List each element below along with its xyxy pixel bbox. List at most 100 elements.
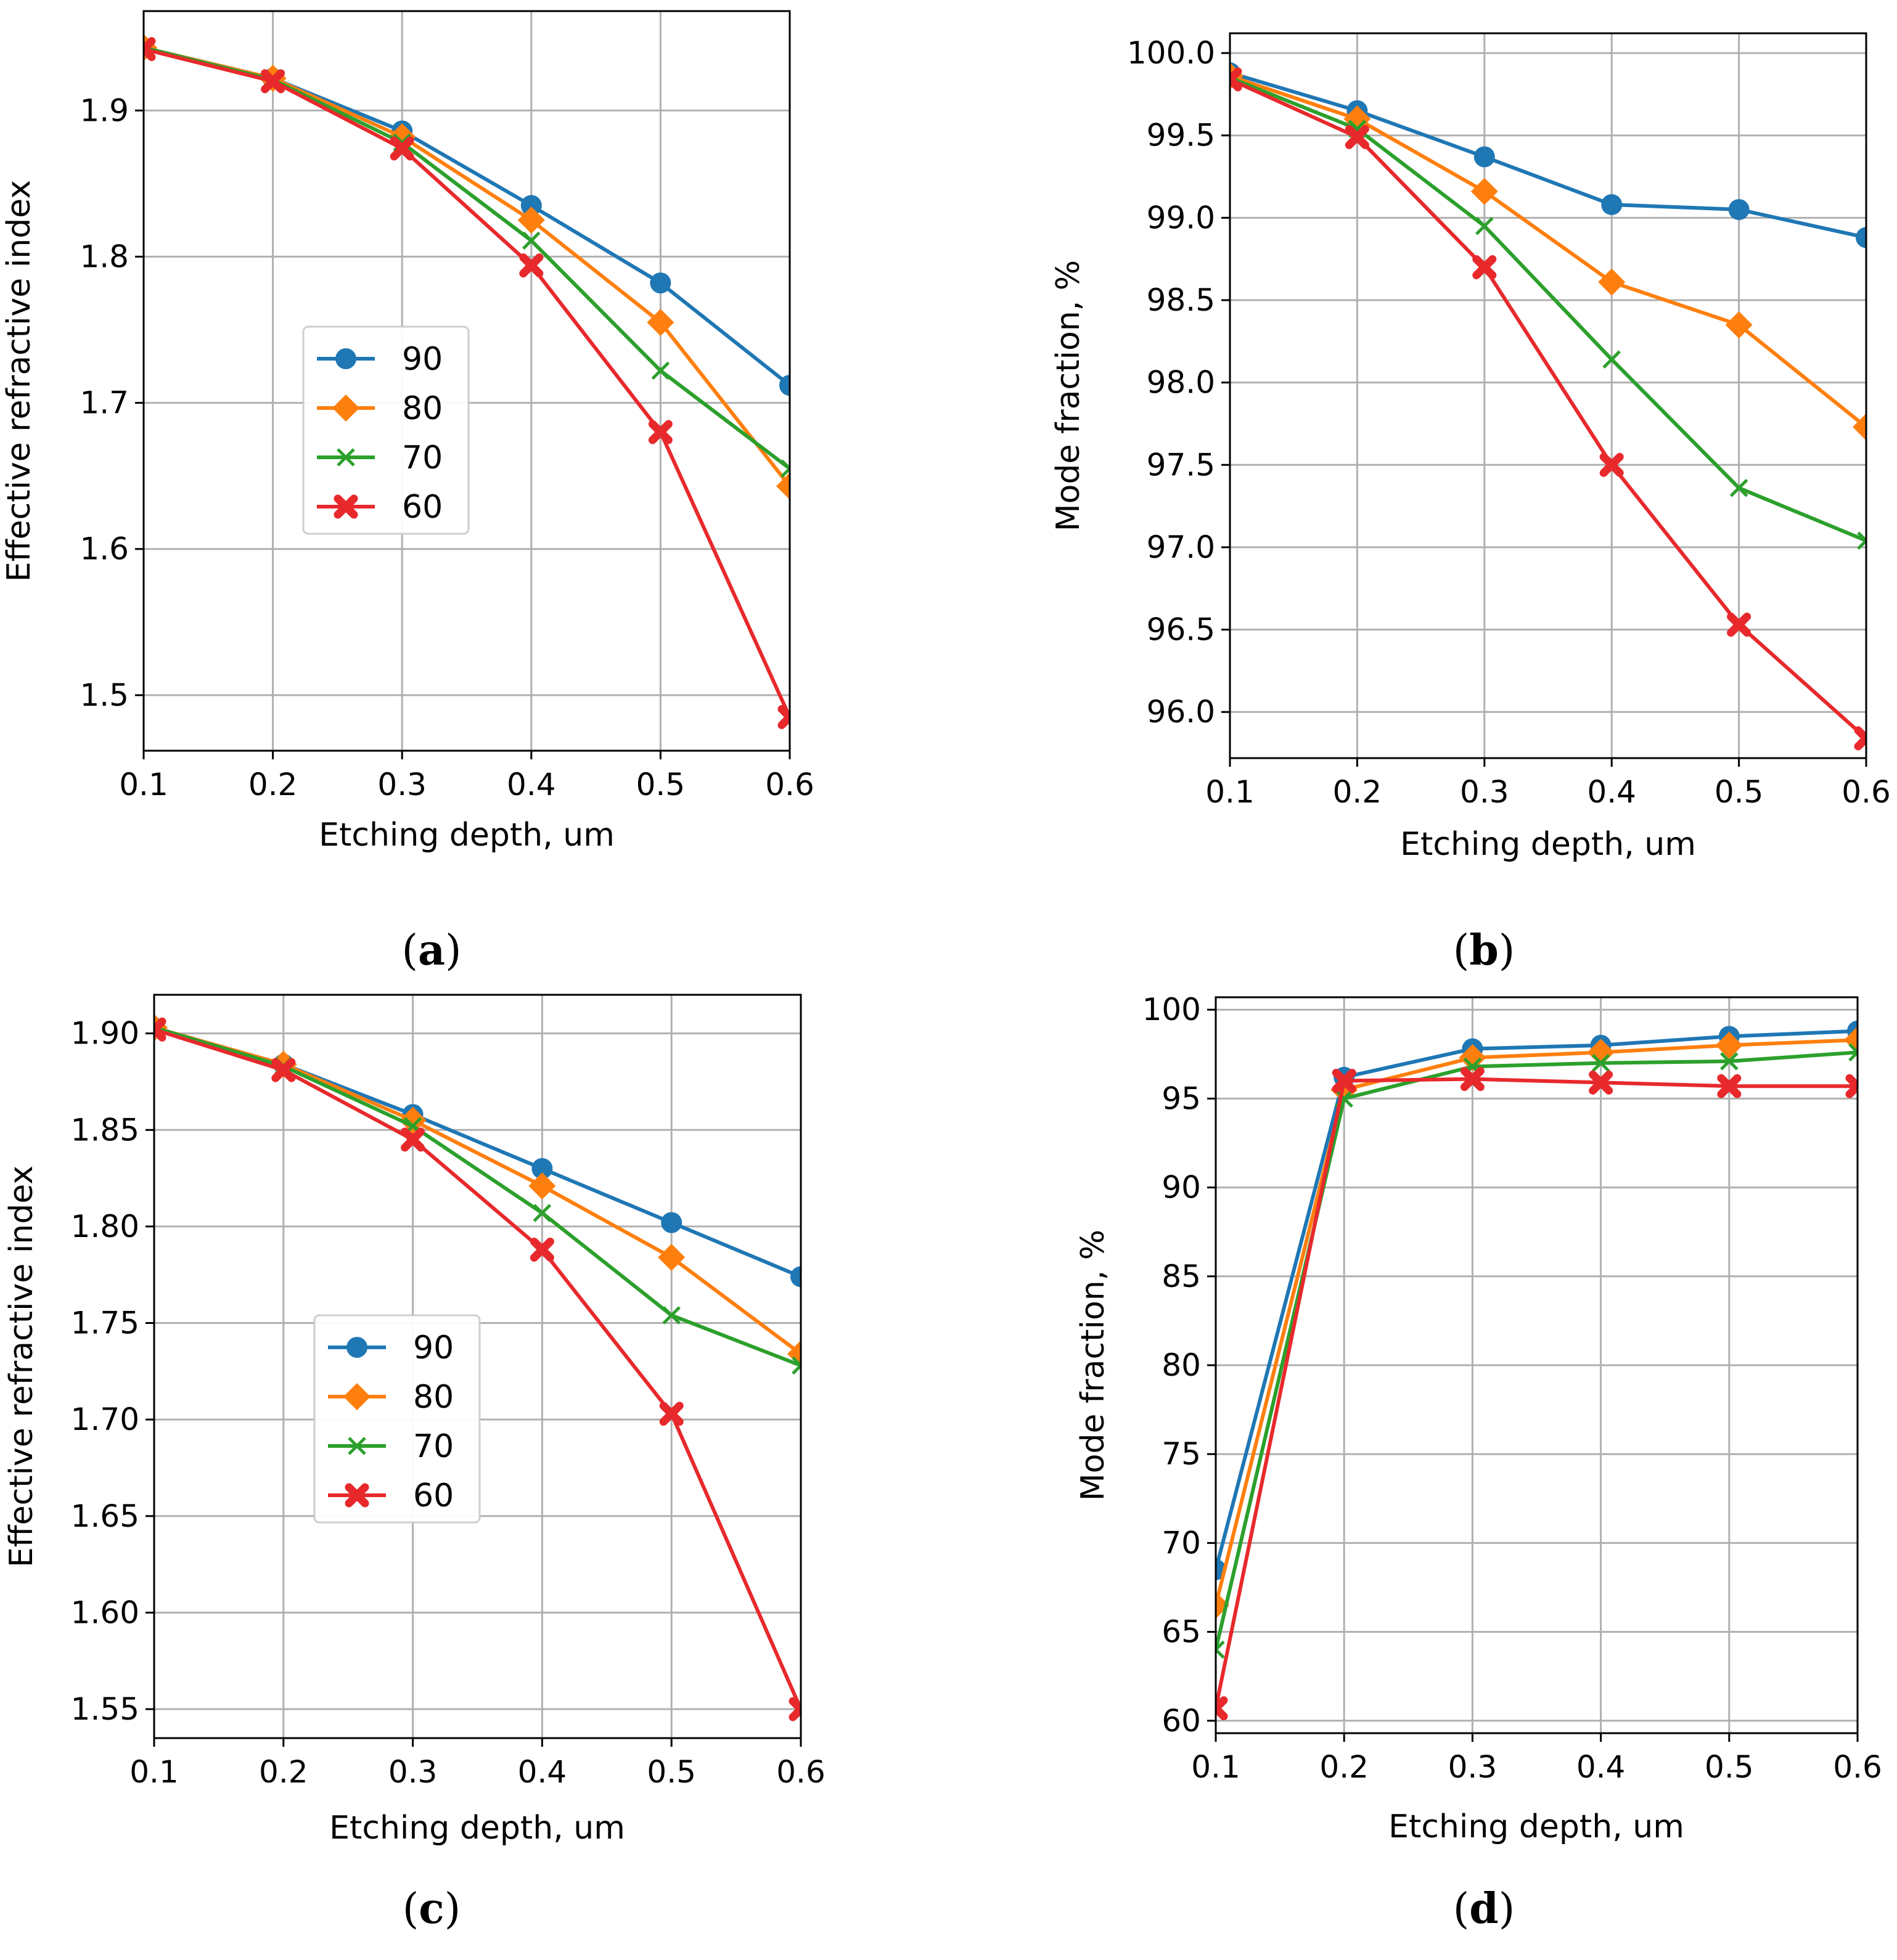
data-point-70 — [651, 361, 670, 380]
data-point-90 — [790, 1266, 801, 1288]
legend-marker-70 — [348, 1437, 366, 1455]
data-point-80 — [647, 309, 674, 337]
legend-marker-60 — [345, 1483, 369, 1508]
data-point-60 — [1717, 1074, 1742, 1098]
data-point-80 — [1853, 413, 1866, 441]
y-tick-label: 1.8 — [80, 239, 129, 274]
legend-label-80: 80 — [413, 1379, 454, 1416]
legend-marker-80 — [343, 1383, 371, 1410]
x-tick-label: 0.2 — [1333, 774, 1382, 810]
x-tick-label: 0.3 — [377, 767, 427, 802]
data-point-80 — [1715, 1031, 1743, 1059]
panel-caption-b: (b) — [1453, 926, 1515, 975]
series-line-60 — [144, 47, 790, 718]
series-line-80 — [1216, 1038, 1858, 1606]
x-tick-label: 0.6 — [1833, 1749, 1882, 1785]
x-tick-label: 0.5 — [1705, 1749, 1754, 1785]
x-tick-label: 0.2 — [1319, 1749, 1369, 1785]
data-point-90 — [1856, 227, 1866, 248]
legend-label-70: 70 — [413, 1428, 454, 1465]
data-point-70 — [1602, 350, 1621, 369]
data-point-60 — [1345, 125, 1369, 149]
data-point-90 — [1473, 146, 1495, 168]
caption-close: ) — [1499, 1885, 1515, 1933]
caption-open: ( — [1453, 926, 1470, 975]
data-point-60 — [1216, 1696, 1228, 1721]
legend-label-90: 90 — [413, 1329, 454, 1366]
caption-open: ( — [403, 1885, 419, 1933]
x-axis-label: Etching depth, um — [329, 1810, 625, 1847]
series-line-60 — [1216, 1077, 1858, 1709]
data-point-80 — [1587, 1039, 1615, 1066]
data-point-80 — [1598, 268, 1626, 296]
legend-label-60: 60 — [402, 489, 443, 526]
plot-frame — [153, 994, 802, 1739]
caption-close: ) — [445, 1885, 461, 1933]
data-point-70 — [662, 1306, 681, 1325]
data-point-90 — [779, 375, 790, 396]
y-tick-label: 1.75 — [71, 1305, 139, 1341]
y-tick-label: 85 — [1162, 1259, 1201, 1294]
x-tick-label: 0.4 — [1587, 774, 1636, 810]
caption-letter: a — [418, 926, 445, 975]
x-tick-label: 0.2 — [248, 767, 298, 802]
y-tick-label: 1.55 — [71, 1691, 139, 1727]
plot-area — [1230, 62, 1866, 751]
data-point-90 — [531, 1158, 553, 1179]
data-point-70 — [1216, 1640, 1225, 1659]
legend-label-70: 70 — [402, 439, 443, 476]
caption-close: ) — [1499, 926, 1515, 975]
series-line-60 — [154, 1027, 801, 1710]
legend: 90 80 70 60 — [313, 1314, 481, 1524]
y-tick-label: 80 — [1162, 1347, 1201, 1383]
data-point-80 — [658, 1244, 686, 1272]
plot-area — [1216, 1020, 1858, 1721]
y-tick-label: 60 — [1162, 1703, 1201, 1739]
x-tick-label: 0.1 — [129, 1754, 179, 1790]
y-tick-label: 1.65 — [71, 1498, 139, 1534]
data-point-60 — [1589, 1070, 1613, 1095]
data-point-60 — [1854, 726, 1866, 751]
y-tick-label: 70 — [1162, 1525, 1201, 1561]
data-point-60 — [1845, 1074, 1858, 1098]
data-point-70 — [1729, 478, 1748, 497]
y-tick-label: 75 — [1162, 1436, 1201, 1472]
legend: 90 80 70 60 — [302, 325, 470, 535]
x-axis-label: Etching depth, um — [1400, 826, 1696, 863]
data-point-80 — [1844, 1026, 1858, 1054]
series-line-70 — [1216, 1050, 1858, 1651]
data-point-80 — [528, 1172, 556, 1200]
legend-label-80: 80 — [402, 390, 443, 427]
caption-open: ( — [401, 926, 418, 975]
x-tick-label: 0.6 — [1842, 774, 1891, 810]
x-tick-label: 0.3 — [1448, 1749, 1498, 1785]
data-point-60 — [1332, 1069, 1356, 1093]
caption-open: ( — [1453, 1885, 1470, 1933]
y-tick-label: 1.85 — [71, 1112, 139, 1148]
data-point-70 — [1720, 1052, 1739, 1071]
legend-label-60: 60 — [413, 1477, 454, 1514]
legend-marker-90 — [335, 348, 356, 369]
x-tick-label: 0.4 — [507, 767, 556, 802]
x-tick-label: 0.4 — [518, 1754, 567, 1790]
panel-caption-a: (a) — [401, 926, 461, 975]
data-point-90 — [661, 1212, 682, 1233]
y-tick-label: 1.60 — [71, 1595, 139, 1630]
plot-frame — [142, 10, 791, 752]
legend-label-90: 90 — [402, 341, 443, 378]
panel-caption-c: (c) — [403, 1884, 461, 1933]
data-point-80 — [1459, 1044, 1486, 1072]
y-tick-label: 99.0 — [1147, 200, 1215, 235]
y-tick-label: 100.0 — [1127, 35, 1215, 71]
plot-frame — [1215, 996, 1859, 1734]
data-point-60 — [519, 253, 544, 278]
data-point-60 — [1460, 1067, 1485, 1092]
y-tick-label: 96.5 — [1147, 612, 1215, 648]
x-tick-label: 0.6 — [776, 1754, 826, 1790]
y-tick-label: 99.5 — [1147, 118, 1215, 153]
y-tick-label: 1.80 — [71, 1209, 139, 1244]
data-point-80 — [399, 1106, 427, 1134]
data-point-70 — [1475, 216, 1494, 235]
data-point-60 — [144, 37, 156, 62]
